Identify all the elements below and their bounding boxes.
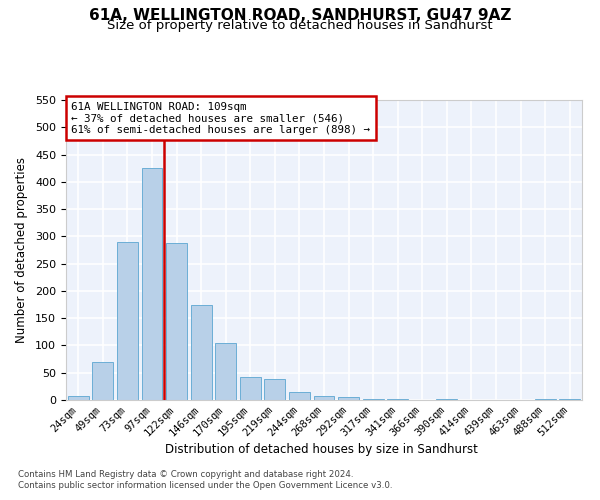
Bar — [117, 242, 138, 400]
Bar — [559, 399, 580, 400]
Text: Size of property relative to detached houses in Sandhurst: Size of property relative to detached ho… — [107, 19, 493, 32]
Bar — [166, 244, 187, 400]
Bar — [142, 168, 163, 400]
Bar — [215, 342, 236, 400]
Bar — [338, 398, 359, 400]
Bar — [362, 399, 383, 400]
Bar — [289, 392, 310, 400]
Y-axis label: Number of detached properties: Number of detached properties — [15, 157, 28, 343]
Bar — [92, 362, 113, 400]
Bar — [68, 396, 89, 400]
Bar — [191, 304, 212, 400]
Text: 61A WELLINGTON ROAD: 109sqm
← 37% of detached houses are smaller (546)
61% of se: 61A WELLINGTON ROAD: 109sqm ← 37% of det… — [71, 102, 370, 134]
Text: Distribution of detached houses by size in Sandhurst: Distribution of detached houses by size … — [164, 442, 478, 456]
Text: Contains HM Land Registry data © Crown copyright and database right 2024.: Contains HM Land Registry data © Crown c… — [18, 470, 353, 479]
Text: 61A, WELLINGTON ROAD, SANDHURST, GU47 9AZ: 61A, WELLINGTON ROAD, SANDHURST, GU47 9A… — [89, 8, 511, 22]
Bar — [240, 376, 261, 400]
Bar — [314, 396, 334, 400]
Text: Contains public sector information licensed under the Open Government Licence v3: Contains public sector information licen… — [18, 481, 392, 490]
Bar — [265, 380, 286, 400]
